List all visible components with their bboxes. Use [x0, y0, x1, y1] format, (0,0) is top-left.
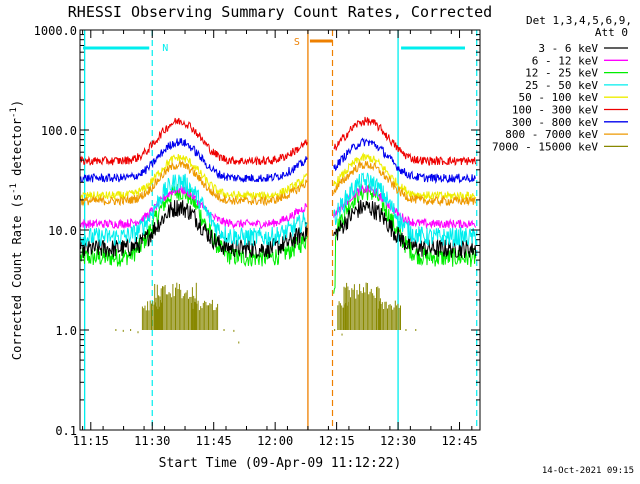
series-line-4-0	[80, 153, 308, 201]
series-line-6-0	[80, 138, 308, 183]
x-tick-label-0: 11:15	[73, 434, 109, 448]
series-line-3-0	[80, 173, 308, 247]
series-line-6-1	[333, 137, 476, 185]
y-tick-label-2: 10.0	[48, 224, 77, 238]
legend-label-2: 12 - 25 keV	[525, 67, 598, 80]
plot-area: NS	[80, 30, 478, 430]
series-line-7-0	[80, 159, 308, 207]
x-axis-label: Start Time (09-Apr-09 11:12:22)	[159, 456, 402, 471]
series-line-5-1	[333, 116, 477, 167]
legend-label-1: 6 - 12 keV	[532, 54, 599, 67]
x-tick-label-3: 12:00	[257, 434, 293, 448]
series-line-1-0	[80, 185, 308, 230]
legend-label-7: 800 - 7000 keV	[505, 128, 598, 141]
legend-label-4: 50 - 100 keV	[519, 91, 599, 104]
x-tick-label-1: 11:30	[134, 434, 170, 448]
night-flag-label: N	[162, 43, 168, 54]
series-line-4-1	[333, 152, 477, 202]
saa-flag-label: S	[294, 37, 300, 48]
legend-label-0: 3 - 6 keV	[538, 42, 598, 55]
y-tick-label-1: 100.0	[41, 124, 77, 138]
legend-label-6: 300 - 800 keV	[512, 116, 598, 129]
x-tick-label-6: 12:45	[441, 434, 477, 448]
y-axis-label: Corrected Count Rate (s-1 detector-1)	[9, 100, 24, 360]
axis-ticks: 11:15 11:30 11:45 12:00 12:15 12:30 12:45 1000.…	[34, 24, 480, 448]
y-tick-label-0: 1000.0	[34, 24, 77, 38]
legend-attenuator: Att 0	[595, 26, 628, 39]
series-line-0-1	[333, 199, 477, 259]
series-line-5-0	[80, 117, 308, 166]
plot-frame	[79, 29, 481, 431]
legend-label-5: 100 - 300 keV	[512, 104, 598, 117]
legend-detectors: Det 1,3,4,5,6,9,	[526, 14, 632, 27]
series-line-3-1	[333, 172, 477, 247]
x-tick-label-4: 12:15	[319, 434, 355, 448]
legend-label-3: 25 - 50 keV	[525, 79, 598, 92]
chart-title: RHESSI Observing Summary Count Rates, Co…	[68, 3, 492, 21]
legend-label-8: 7000 - 15000 keV	[492, 140, 598, 153]
y-tick-label-4: 0.1	[55, 424, 77, 438]
series-line-0-0	[80, 200, 308, 259]
series-line-1-1	[333, 184, 477, 230]
x-tick-label-2: 11:45	[196, 434, 232, 448]
footer-date: 14-Oct-2021 09:15	[542, 466, 634, 476]
series-line-7-1	[333, 160, 477, 207]
y-tick-label-3: 1.0	[55, 324, 77, 338]
x-tick-label-5: 12:30	[380, 434, 416, 448]
